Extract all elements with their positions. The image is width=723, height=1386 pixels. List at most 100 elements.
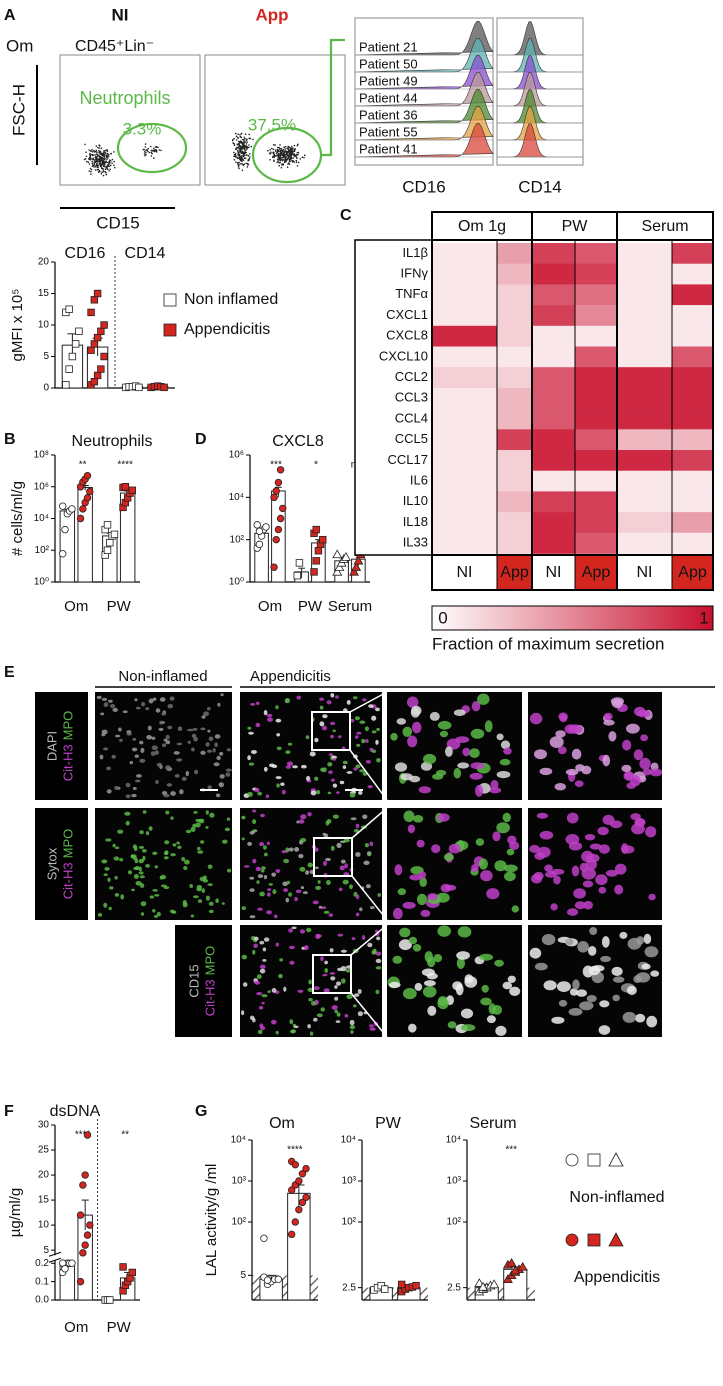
cell <box>170 816 174 820</box>
cell <box>619 931 628 939</box>
event-dot <box>143 148 145 151</box>
cell <box>182 900 187 905</box>
cell <box>243 865 250 868</box>
flow-plot <box>204 54 346 186</box>
cell <box>114 785 119 790</box>
heatmap-cell <box>575 512 617 534</box>
histogram-box <box>496 17 584 166</box>
event-dot <box>240 155 243 158</box>
group-header: PW <box>562 218 589 235</box>
y-tick-label: 5 <box>43 351 49 362</box>
data-point <box>86 1221 94 1229</box>
event-dot <box>109 168 111 171</box>
cell <box>645 826 657 838</box>
event-dot <box>233 155 235 158</box>
data-point <box>608 1232 624 1247</box>
event-dot <box>279 158 281 160</box>
cell <box>181 776 187 781</box>
cell <box>375 989 380 995</box>
row-label: CXCL10 <box>379 348 428 363</box>
heatmap-cell <box>672 367 713 389</box>
event-dot <box>102 170 105 173</box>
panel-label: G <box>195 1103 207 1120</box>
cell <box>192 728 198 731</box>
cell <box>646 1015 658 1028</box>
cell <box>613 976 625 983</box>
significance: *** <box>270 460 282 471</box>
event-dot <box>242 159 244 161</box>
cell <box>306 776 311 781</box>
cell <box>138 871 144 875</box>
cell <box>534 852 546 860</box>
cell <box>614 884 624 895</box>
cell <box>413 815 424 823</box>
cell <box>241 906 247 910</box>
cell <box>605 869 619 877</box>
cell <box>146 735 153 740</box>
cell <box>499 758 511 766</box>
zoom-line <box>351 807 388 839</box>
cell <box>298 819 305 824</box>
colorbar <box>431 605 714 631</box>
event-dot <box>296 144 299 147</box>
data-point <box>110 530 119 539</box>
cell <box>568 724 583 734</box>
cell <box>486 888 500 900</box>
event-dot <box>97 164 100 167</box>
event-dot <box>84 158 87 160</box>
cell <box>305 870 310 875</box>
cell <box>584 834 596 841</box>
cell <box>621 845 635 854</box>
cell <box>328 753 334 756</box>
data-point <box>160 383 168 392</box>
cell <box>550 903 558 911</box>
cell <box>492 1005 502 1015</box>
heatmap-cell <box>497 243 532 264</box>
cell <box>336 1012 341 1017</box>
cell <box>358 790 363 795</box>
panel-label: C <box>340 207 352 224</box>
legend-label: Non inflamed <box>184 291 278 308</box>
cell <box>265 794 270 799</box>
cell <box>365 760 371 764</box>
heatmap-cell <box>432 243 497 264</box>
y-tick-label: 2.5 <box>342 1282 356 1293</box>
cell <box>256 974 262 979</box>
cell <box>145 864 151 868</box>
cell <box>252 819 257 825</box>
cell <box>285 897 290 903</box>
significance: **** <box>287 1145 303 1156</box>
cell <box>215 793 221 798</box>
event-dot <box>245 154 248 156</box>
column-label: NI <box>546 564 562 581</box>
cell <box>480 997 492 1006</box>
cell <box>290 1029 296 1034</box>
cell <box>163 793 170 798</box>
cell <box>263 937 270 942</box>
cell <box>316 1013 323 1018</box>
data-point <box>293 571 301 580</box>
heatmap-cell <box>672 408 713 430</box>
row-label: CCL2 <box>395 369 428 384</box>
cell <box>257 907 263 911</box>
event-dot <box>240 147 242 150</box>
event-dot <box>243 141 245 143</box>
cell <box>148 698 154 704</box>
cell <box>355 912 360 917</box>
event-dot <box>108 170 110 172</box>
data-point <box>128 1268 136 1277</box>
event-dot <box>248 157 251 160</box>
cell <box>568 1008 583 1016</box>
cell <box>421 968 435 977</box>
data-point <box>59 550 67 558</box>
event-dot <box>242 138 245 141</box>
cell <box>457 762 470 769</box>
heatmap-cell <box>672 512 713 534</box>
event-dot <box>276 154 278 157</box>
data-point <box>87 308 95 317</box>
cell <box>407 696 419 708</box>
cell <box>336 981 341 986</box>
cell <box>359 720 366 724</box>
cell <box>369 841 374 846</box>
event-dot <box>296 165 299 167</box>
